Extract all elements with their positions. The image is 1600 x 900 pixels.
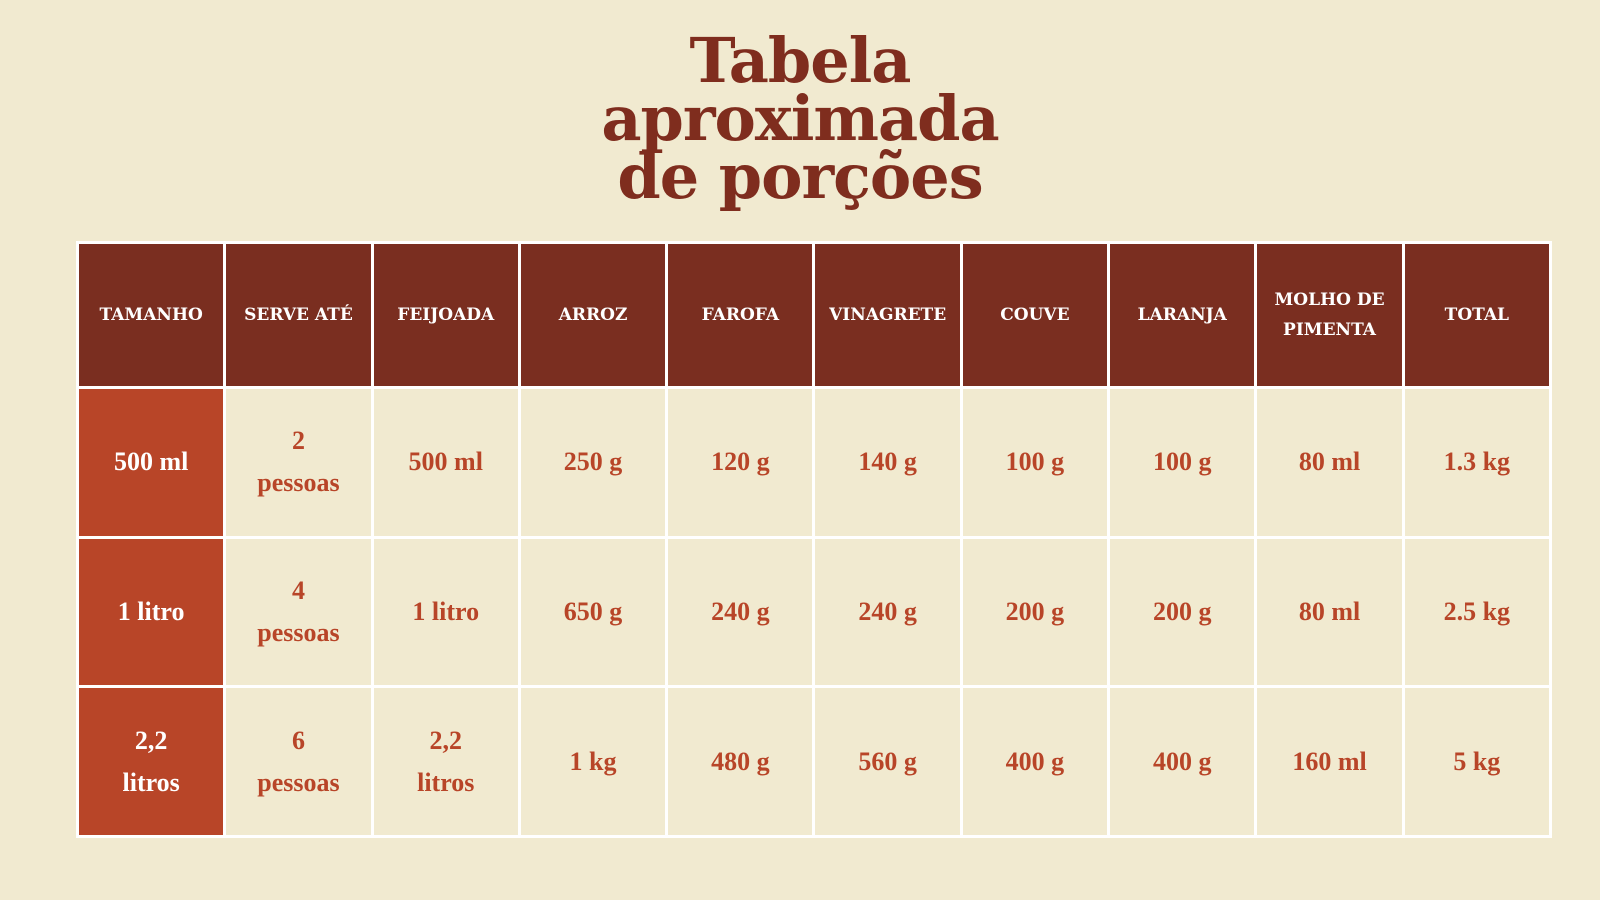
table-cell: 200 g [959, 535, 1111, 689]
table-header: TAMANHO SERVE ATÉ FEIJOADA ARROZ FAROFA VINAG… [75, 241, 1553, 389]
table-cell: 1 kg [517, 685, 669, 838]
header-cell: LARANJA [1107, 241, 1258, 389]
header-row: TAMANHO SERVE ATÉ FEIJOADA ARROZ FAROFA VINAG… [75, 241, 1553, 389]
table-cell: 480 g [665, 685, 816, 838]
table-cell: 4 pessoas [223, 535, 374, 689]
size-cell: 500 ml [75, 386, 227, 539]
table-cell: 120 g [665, 386, 816, 539]
header-cell: FAROFA [665, 241, 816, 389]
table-cell: 6 pessoas [223, 685, 374, 838]
header-cell: SERVE ATÉ [223, 241, 374, 389]
table-cell: 160 ml [1254, 685, 1405, 838]
table-cell: 250 g [517, 386, 669, 539]
table-cell: 1.3 kg [1401, 386, 1553, 539]
portion-table: TAMANHO SERVE ATÉ FEIJOADA ARROZ FAROFA VINAG… [75, 241, 1553, 838]
table-cell: 400 g [959, 685, 1111, 838]
table-cell: 1 litro [370, 535, 521, 689]
table-body: 500 ml 2 pessoas 500 ml 250 g 120 g 140 g 100 … [75, 386, 1553, 838]
header-cell: TOTAL [1401, 241, 1553, 389]
header-cell: FEIJOADA [370, 241, 521, 389]
table-cell: 240 g [665, 535, 816, 689]
header-cell: TAMANHO [75, 241, 227, 389]
page-title: Tabela aproximada de porções [601, 24, 999, 213]
header-cell: COUVE [959, 241, 1111, 389]
table-cell: 650 g [517, 535, 669, 689]
table-cell: 80 ml [1254, 535, 1405, 689]
table-cell: 2,2 litros [370, 685, 521, 838]
table-cell: 2 pessoas [223, 386, 374, 539]
size-cell: 2,2 litros [75, 685, 227, 838]
table-cell: 560 g [812, 685, 963, 838]
header-cell: ARROZ [517, 241, 669, 389]
table-cell: 140 g [812, 386, 963, 539]
table-cell: 100 g [1107, 386, 1258, 539]
header-cell: MOLHO DE PIMENTA [1254, 241, 1405, 389]
table-row: 2,2 litros 6 pessoas 2,2 litros 1 kg 480 g 56… [75, 685, 1553, 838]
table-cell: 500 ml [370, 386, 521, 539]
table-cell: 100 g [959, 386, 1111, 539]
table-cell: 80 ml [1254, 386, 1405, 539]
header-cell: VINAGRETE [812, 241, 963, 389]
table-cell: 240 g [812, 535, 963, 689]
table-cell: 2.5 kg [1401, 535, 1553, 689]
table-cell: 5 kg [1401, 685, 1553, 838]
table-row: 500 ml 2 pessoas 500 ml 250 g 120 g 140 g 100 … [75, 386, 1553, 539]
table-cell: 200 g [1107, 535, 1258, 689]
table-cell: 400 g [1107, 685, 1258, 838]
size-cell: 1 litro [75, 535, 227, 689]
table-row: 1 litro 4 pessoas 1 litro 650 g 240 g 240 g 20… [75, 535, 1553, 689]
